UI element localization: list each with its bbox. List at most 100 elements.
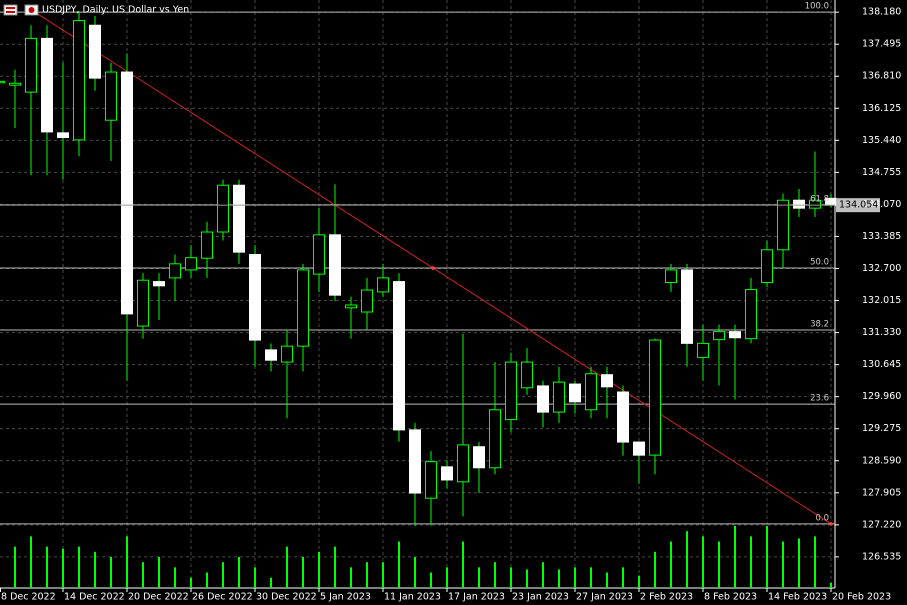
volume-bar [702,536,704,588]
volume-bar [206,572,208,588]
candle-body [329,234,341,296]
candle-body [777,199,789,251]
candle-body [105,71,117,121]
candle-body [505,361,517,421]
candle-body [425,461,437,499]
x-tick-label: 23 Jan 2023 [512,592,569,603]
volume-bar [382,562,384,588]
y-tick-label: 131.330 [862,327,901,338]
candle-body [473,446,485,469]
volume-bar [734,526,736,588]
trendline-point [829,522,833,526]
candle-body [377,277,389,293]
candle-body [601,374,613,388]
volume-bar [462,541,464,588]
volume-bar [782,541,784,588]
candle-body [457,444,469,483]
candle-body [761,249,773,284]
candle-body [569,383,581,403]
y-tick-label: 132.015 [862,295,901,306]
candle-body [217,184,229,233]
candle-body [73,20,85,141]
candle-body [665,269,677,284]
volume-bar [686,531,688,588]
volume-bar [606,572,608,588]
volume-bar [366,562,368,588]
volume-bar [94,551,96,588]
y-tick-label: 127.220 [862,519,901,530]
y-tick-label: 134.070 [862,199,901,210]
volume-bar [558,569,560,588]
volume-bar [398,541,400,588]
volume-bar [590,567,592,588]
candle-body [185,257,197,271]
candle-body [441,466,453,481]
y-tick-label: 137.495 [862,39,901,50]
y-tick-label: 128.590 [862,455,901,466]
fib-label: 0.0 [815,513,829,523]
volume-bar [718,541,720,588]
volume-bar [62,548,64,588]
fib-label: 100.0 [805,2,829,12]
volume-bar [286,546,288,588]
x-tick-label: 30 Dec 2022 [256,592,317,603]
candle-body [281,345,293,363]
y-tick-label: 138.180 [862,7,901,18]
y-tick-label: 136.125 [862,103,901,114]
volume-bar [110,557,112,588]
y-tick-label: 135.440 [862,135,901,146]
volume-bar [510,567,512,588]
volume-bar [142,562,144,588]
candle-body [345,304,357,309]
candle-body [553,381,565,413]
candle-body [537,385,549,413]
candle-body [265,349,277,361]
candle-body [793,199,805,209]
candle-body [249,253,261,341]
y-tick-label: 127.905 [862,487,901,498]
x-tick-label: 14 Dec 2022 [64,592,125,603]
volume-bar [638,575,640,588]
volume-bar [798,538,800,588]
fib-label: 38.2 [810,320,829,330]
volume-bar [270,577,272,588]
volume-bar [302,557,304,588]
volume-bar [766,526,768,588]
candle-body [233,184,245,253]
volume-bar [158,557,160,588]
volume-bar [670,541,672,588]
volume-bar [622,567,624,588]
trendline-point [431,266,435,270]
chart-title: USDJPY, Daily: US Dollar vs Yen [42,5,189,16]
candle-body [57,132,69,139]
candle-body [489,409,501,469]
y-tick-label: 126.535 [862,551,901,562]
volume-bar [334,546,336,588]
candle-body [521,361,533,389]
candle-body [697,342,709,358]
candle-body [9,82,21,86]
volume-bar [526,569,528,588]
y-tick-label: 132.700 [862,263,901,274]
volume-bar [14,546,16,588]
candle-body [25,37,37,93]
candle-body [297,269,309,347]
x-tick-label: 2 Feb 2023 [640,592,693,603]
candle-body [121,71,133,315]
price-label-box [836,198,880,213]
candle-body [313,234,325,275]
volume-bar [542,562,544,588]
x-tick-label: 8 Dec 2022 [1,592,56,603]
y-tick-label: 134.755 [862,167,901,178]
fib-label: 50.0 [810,258,829,268]
volume-bar [654,551,656,588]
volume-bar [574,567,576,588]
volume-bar [126,536,128,588]
title-icon [3,4,39,16]
x-tick-label: 20 Feb 2023 [832,592,891,603]
volume-bar [478,567,480,588]
volume-bar [190,577,192,588]
candle-body [0,80,5,84]
x-tick-label: 5 Jan 2023 [320,592,371,603]
